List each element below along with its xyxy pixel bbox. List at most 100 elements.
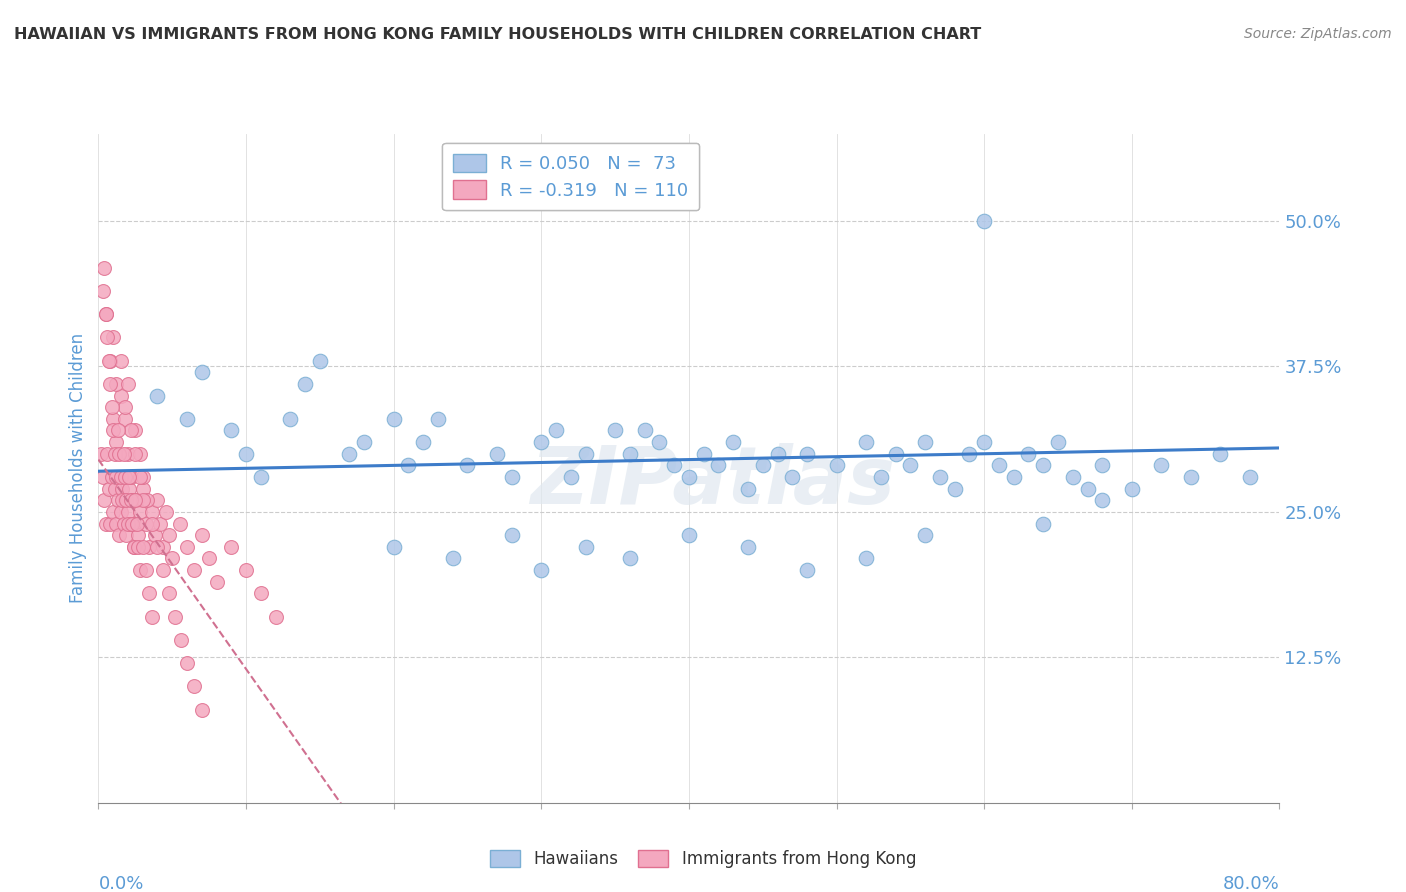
Point <box>250 586 273 600</box>
Point <box>353 435 375 450</box>
Point <box>914 435 936 450</box>
Point <box>264 609 287 624</box>
Point <box>205 574 228 589</box>
Point <box>128 505 150 519</box>
Point <box>114 412 136 426</box>
Point <box>94 307 117 321</box>
Point <box>103 505 125 519</box>
Point <box>737 540 759 554</box>
Point <box>141 516 163 531</box>
Point <box>135 563 157 577</box>
Point <box>112 447 135 461</box>
Point <box>959 447 981 461</box>
Point <box>855 551 877 566</box>
Point <box>191 365 214 379</box>
Point <box>530 563 553 577</box>
Point <box>125 516 148 531</box>
Point <box>973 435 995 450</box>
Y-axis label: Family Households with Children: Family Households with Children <box>69 334 87 603</box>
Point <box>544 424 567 438</box>
Point <box>96 330 118 344</box>
Point <box>633 424 655 438</box>
Point <box>107 493 129 508</box>
Point <box>105 435 128 450</box>
Point <box>98 516 121 531</box>
Point <box>98 376 121 391</box>
Point <box>155 505 177 519</box>
Point <box>120 516 142 531</box>
Point <box>605 424 627 438</box>
Point <box>104 447 127 461</box>
Point <box>1091 493 1114 508</box>
Point <box>721 435 744 450</box>
Point <box>152 540 174 554</box>
Point <box>138 540 160 554</box>
Point <box>103 330 125 344</box>
Point <box>111 493 134 508</box>
Point <box>1046 435 1069 450</box>
Point <box>165 609 187 624</box>
Point <box>914 528 936 542</box>
Point <box>441 551 464 566</box>
Point <box>678 528 700 542</box>
Point <box>1017 447 1039 461</box>
Point <box>93 260 115 275</box>
Point <box>91 470 114 484</box>
Point <box>141 609 163 624</box>
Point <box>104 482 127 496</box>
Point <box>111 482 134 496</box>
Point <box>135 516 157 531</box>
Point <box>530 435 553 450</box>
Point <box>1180 470 1202 484</box>
Point <box>98 353 121 368</box>
Point <box>117 505 139 519</box>
Point <box>707 458 730 473</box>
Point <box>128 563 150 577</box>
Point <box>115 493 138 508</box>
Point <box>382 412 405 426</box>
Point <box>869 470 891 484</box>
Point <box>250 470 273 484</box>
Point <box>117 376 139 391</box>
Point <box>309 353 332 368</box>
Point <box>152 563 174 577</box>
Point <box>138 586 160 600</box>
Point <box>183 563 205 577</box>
Point <box>143 528 166 542</box>
Point <box>162 551 183 566</box>
Point <box>93 493 115 508</box>
Point <box>128 447 150 461</box>
Point <box>120 493 142 508</box>
Point <box>884 447 907 461</box>
Point <box>169 516 191 531</box>
Point <box>90 447 112 461</box>
Point <box>110 505 132 519</box>
Point <box>235 447 257 461</box>
Point <box>124 424 146 438</box>
Point <box>1032 516 1054 531</box>
Point <box>157 528 180 542</box>
Point <box>115 528 138 542</box>
Point <box>110 470 132 484</box>
Point <box>124 516 146 531</box>
Point <box>693 447 716 461</box>
Point <box>132 493 155 508</box>
Point <box>127 540 149 554</box>
Point <box>1062 470 1084 484</box>
Point <box>110 353 132 368</box>
Point <box>973 214 995 228</box>
Text: 80.0%: 80.0% <box>1223 875 1279 892</box>
Point <box>782 470 804 484</box>
Point <box>124 493 146 508</box>
Point <box>176 656 198 670</box>
Point <box>122 540 145 554</box>
Point <box>121 516 143 531</box>
Point <box>574 540 596 554</box>
Point <box>796 563 818 577</box>
Point <box>943 482 966 496</box>
Point <box>1150 458 1173 473</box>
Point <box>766 447 789 461</box>
Point <box>1032 458 1054 473</box>
Point <box>855 435 877 450</box>
Point <box>103 412 125 426</box>
